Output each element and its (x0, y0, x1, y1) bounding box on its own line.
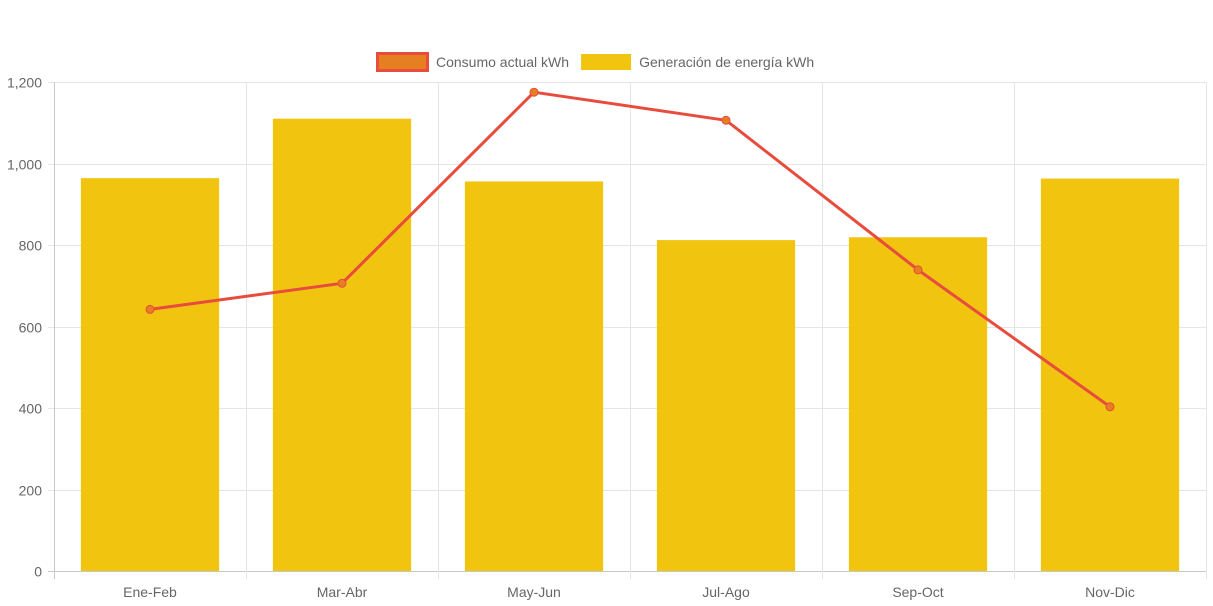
line-series (145, 87, 1115, 412)
y-tick-label: 1,000 (7, 157, 42, 173)
bar-sep-oct[interactable] (848, 237, 988, 571)
legend-item-consumo[interactable]: Consumo actual kWh (376, 52, 570, 72)
bars (80, 118, 1180, 572)
line-point-may-jun[interactable] (529, 87, 539, 97)
y-tick-label: 1,200 (7, 75, 42, 91)
axes: 0 200 400 600 800 1,000 1,200 Ene-Feb Mar-Abr May… (7, 75, 1135, 601)
y-tick-label: 200 (19, 483, 43, 499)
legend-swatch (376, 52, 429, 72)
x-tick-label: Nov-Dic (1085, 584, 1135, 600)
y-tick-label: 600 (19, 320, 43, 336)
legend-label: Consumo actual kWh (436, 54, 569, 70)
line-point-jul-ago[interactable] (721, 115, 731, 125)
y-tick-label: 0 (34, 564, 42, 580)
legend[interactable]: Consumo actual kWh Generación de energía … (376, 52, 815, 72)
bar-jul-ago[interactable] (656, 240, 796, 572)
bar-ene-feb[interactable] (80, 178, 220, 572)
bar-nov-dic[interactable] (1040, 178, 1180, 571)
line-point-mar-abr[interactable] (337, 278, 347, 288)
x-tick-label: Ene-Feb (123, 584, 177, 600)
line-point-nov-dic[interactable] (1105, 402, 1115, 412)
legend-swatch (581, 54, 632, 70)
y-tick-label: 400 (19, 401, 43, 417)
legend-label: Generación de energía kWh (639, 54, 814, 70)
bar-may-jun[interactable] (464, 181, 604, 571)
bar-mar-abr[interactable] (272, 118, 412, 572)
grid (48, 82, 1207, 579)
line-point-sep-oct[interactable] (913, 265, 923, 275)
x-tick-label: May-Jun (507, 584, 561, 600)
x-tick-label: Jul-Ago (702, 584, 750, 600)
x-tick-label: Sep-Oct (892, 584, 943, 600)
y-tick-label: 800 (19, 238, 43, 254)
line-point-ene-feb[interactable] (145, 304, 155, 314)
legend-item-generacion[interactable]: Generación de energía kWh (581, 54, 814, 70)
consumo-line (149, 90, 1111, 408)
x-tick-label: Mar-Abr (317, 584, 368, 600)
